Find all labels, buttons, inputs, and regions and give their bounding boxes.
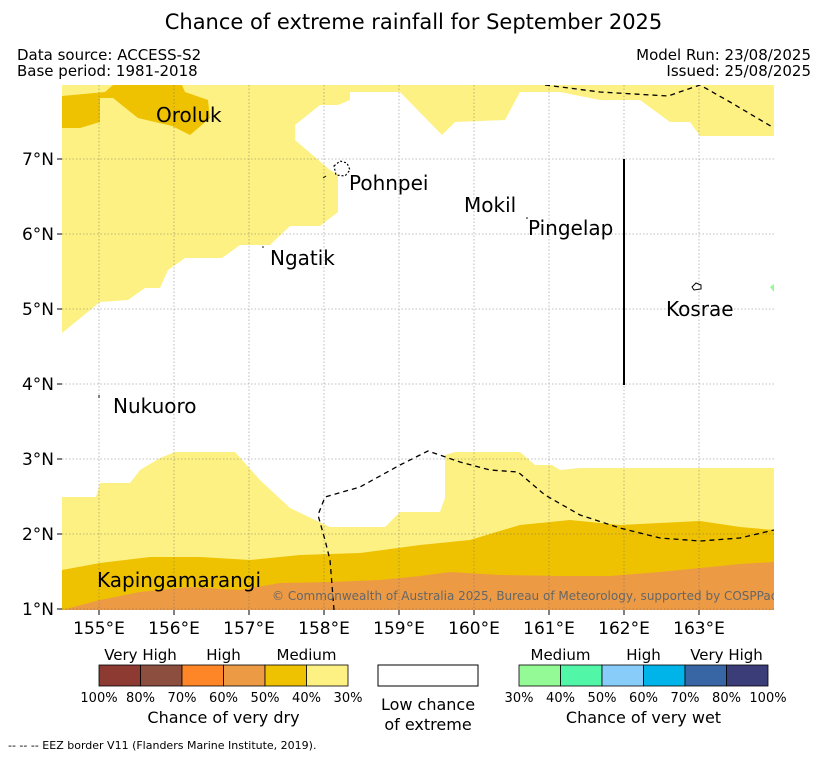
issued-date: Issued: 25/08/2025	[666, 62, 811, 80]
map-plot: Oroluk Pohnpei Mokil Pingelap Ngatik Kos…	[62, 85, 777, 610]
legend-dry-swatch	[140, 664, 183, 687]
eez-border	[317, 85, 774, 610]
base-period: Base period: 1981-2018	[17, 62, 198, 80]
legend-dry-swatch	[98, 664, 141, 687]
dry-40-patch-oroluk	[62, 85, 210, 135]
place-label-kosrae: Kosrae	[666, 297, 734, 321]
legend-low-chance-swatch	[377, 664, 479, 687]
place-label-kapingamarangi: Kapingamarangi	[97, 568, 261, 592]
data-source: Data source: ACCESS-S2	[17, 46, 202, 64]
legend-dry-swatch	[264, 664, 307, 687]
legend-dry-heading: Very High	[104, 646, 177, 664]
lon-tick-label: 163°E	[673, 619, 725, 639]
eez-border-north	[544, 85, 774, 129]
legend-low-chance: Low chance of extreme	[377, 664, 479, 734]
legend-wet-swatch	[601, 664, 644, 687]
longitude-axis: 155°E 156°E 157°E 158°E 159°E 160°E 161°E 162°E…	[73, 610, 725, 639]
legend-dry-tick-label: 50%	[251, 691, 280, 706]
legend-dry-swatch	[306, 664, 349, 687]
lat-tick-label: 4°N	[22, 375, 54, 395]
map-gridlines	[62, 85, 774, 610]
legend-wet-caption: Chance of very wet	[566, 708, 721, 727]
place-label-ngatik: Ngatik	[270, 246, 335, 270]
legend-wet-swatch	[643, 664, 686, 687]
dry-50-band-south	[62, 562, 774, 610]
ngatik-island-marker	[262, 246, 264, 248]
legend-dry-heading: Medium	[277, 646, 337, 664]
legend-dry-tick-label: 30%	[334, 691, 363, 706]
eez-border-south	[317, 450, 774, 610]
legend-low-chance-line1: Low chance	[381, 695, 475, 714]
legend-dry-tick-label: 100%	[80, 691, 117, 706]
legend-wet-heading: Very High	[690, 646, 763, 664]
mokil-island-marker	[526, 217, 528, 219]
lon-tick-label: 156°E	[148, 619, 200, 639]
place-label-nukuoro: Nukuoro	[113, 394, 197, 418]
lon-tick-label: 157°E	[223, 619, 275, 639]
legend-wet-swatch	[560, 664, 603, 687]
legend-dry-tick-label: 70%	[168, 691, 197, 706]
latitude-axis: 1°N 2°N 3°N 4°N 5°N 6°N 7°N	[22, 150, 62, 620]
lat-tick-label: 6°N	[22, 225, 54, 245]
pohnpei-islet-marker	[322, 175, 327, 179]
lon-tick-label: 161°E	[523, 619, 575, 639]
legend-dry-tick-label: 40%	[292, 691, 321, 706]
legend-dry-swatch	[223, 664, 266, 687]
dry-medium-region-north-west	[62, 85, 400, 333]
place-label-mokil: Mokil	[464, 193, 516, 217]
lat-tick-label: 5°N	[22, 300, 54, 320]
legend-wet-swatch	[726, 664, 769, 687]
lon-tick-label: 155°E	[73, 619, 125, 639]
place-label-pingelap: Pingelap	[528, 216, 613, 240]
legend-dry-heading: High	[206, 646, 240, 664]
lon-tick-label: 162°E	[598, 619, 650, 639]
lon-tick-label: 158°E	[298, 619, 350, 639]
legend-wet-tick-label: 50%	[588, 691, 617, 706]
legend-wet-heading: High	[626, 646, 660, 664]
eez-footnote: -- -- -- EEZ border V11 (Flanders Marine…	[8, 739, 317, 752]
lat-tick-label: 7°N	[22, 150, 54, 170]
lat-tick-label: 3°N	[22, 450, 54, 470]
model-run: Model Run: 23/08/2025	[636, 46, 811, 64]
copyright-notice: © Commonwealth of Australia 2025, Bureau…	[272, 589, 777, 603]
legend-dry-tick-label: 80%	[126, 691, 155, 706]
legend-wet-swatch	[684, 664, 727, 687]
legend-wet-tick-label: 30%	[505, 691, 534, 706]
legend-wet-tick-label: 70%	[671, 691, 700, 706]
lat-tick-label: 1°N	[22, 600, 54, 620]
legend-dry-caption: Chance of very dry	[147, 708, 299, 727]
place-label-oroluk: Oroluk	[156, 103, 222, 127]
legend-wet-heading: Medium	[531, 646, 591, 664]
legend-very-wet: 30% 40% 50% 60% 70% 80% 100% Medium High Very Hig…	[505, 646, 787, 727]
wet-medium-patch-east	[770, 284, 774, 292]
legend-wet-tick-label: 60%	[629, 691, 658, 706]
legend-dry-tick-label: 60%	[209, 691, 238, 706]
dry-medium-region-north-east	[400, 85, 774, 136]
lat-tick-label: 2°N	[22, 525, 54, 545]
legend-wet-tick-label: 100%	[749, 691, 786, 706]
legend-low-chance-line2: of extreme	[384, 715, 471, 734]
legend-wet-tick-label: 80%	[712, 691, 741, 706]
page-title: Chance of extreme rainfall for September…	[164, 10, 663, 34]
legend-wet-swatch	[518, 664, 561, 687]
legend-dry-swatch	[181, 664, 224, 687]
kosrae-island-outline	[691, 282, 702, 291]
place-label-pohnpei: Pohnpei	[349, 171, 429, 195]
legend-wet-tick-label: 40%	[546, 691, 575, 706]
legend-very-dry: 100% 80% 70% 60% 50% 40% 30% Very High High Mediu…	[80, 646, 362, 727]
lon-tick-label: 160°E	[448, 619, 500, 639]
lon-tick-label: 159°E	[373, 619, 425, 639]
